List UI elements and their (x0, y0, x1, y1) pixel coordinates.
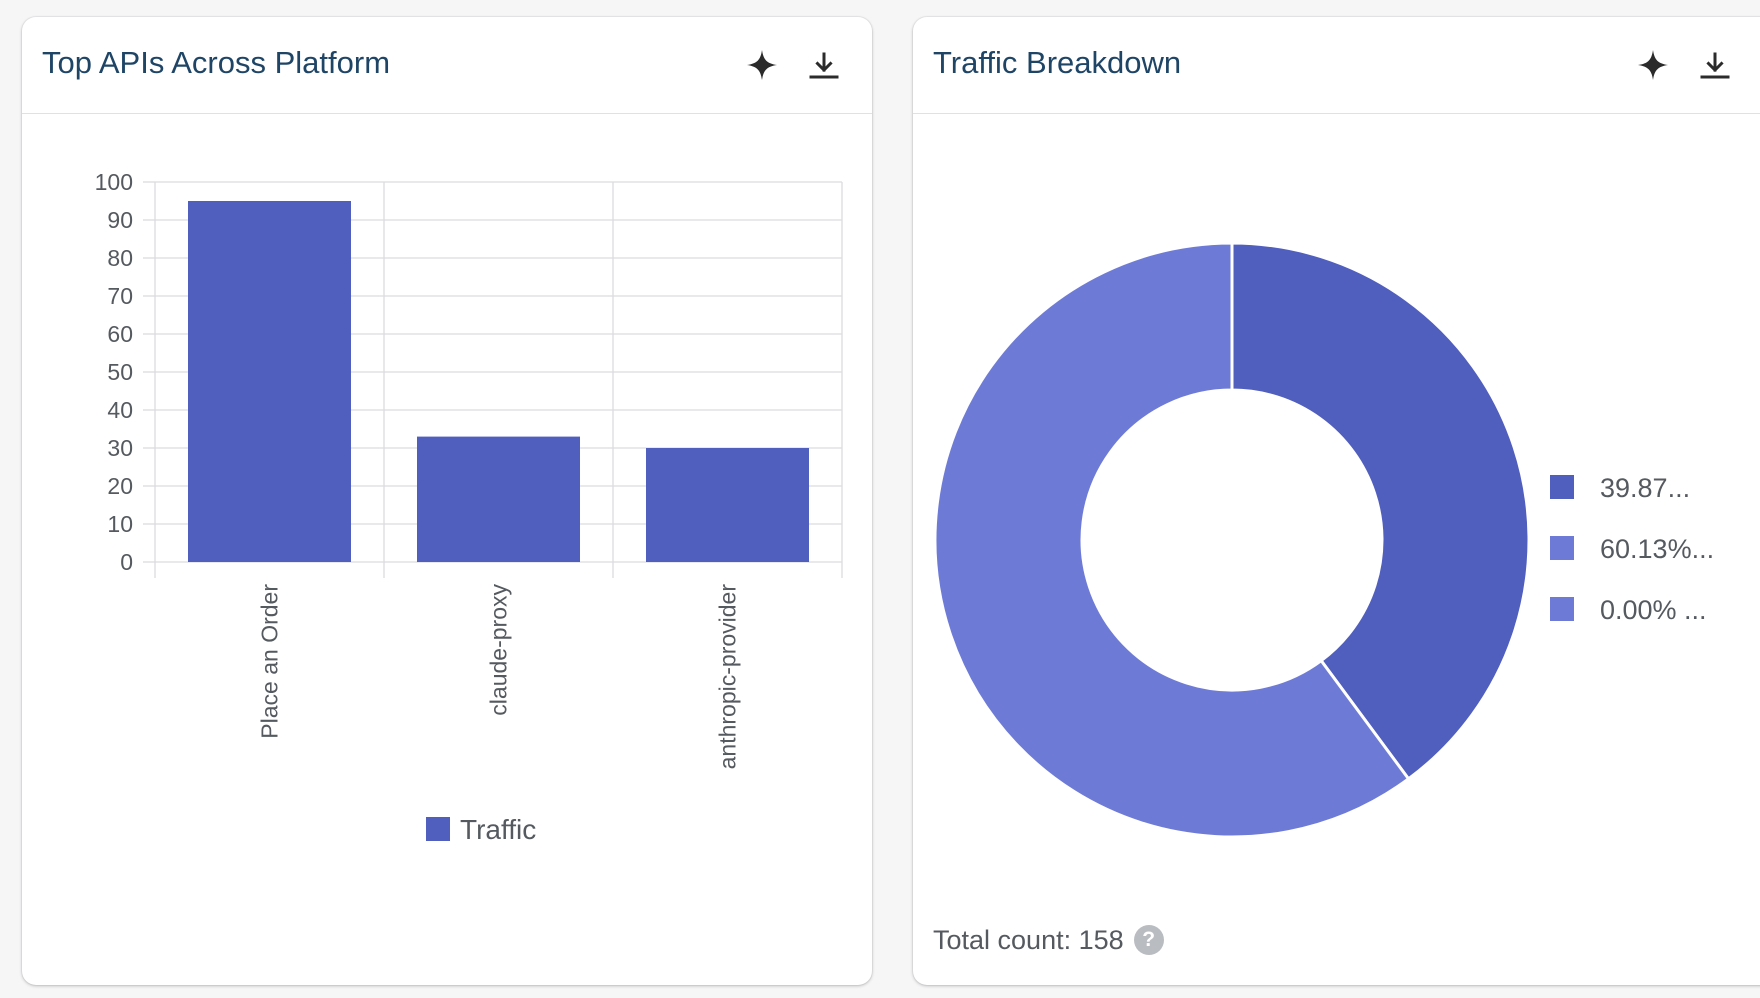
help-icon[interactable]: ? (1133, 924, 1164, 955)
legend-swatch (1550, 536, 1574, 560)
traffic-breakdown-card: Traffic Breakdown 39.87... 60.13%... 0.00%… (913, 17, 1760, 985)
total-count-label: Total count: 158 (933, 925, 1124, 955)
y-tick-label: 0 (120, 549, 133, 575)
bar (646, 448, 809, 562)
x-tick-label: anthropic-provider (715, 584, 741, 770)
download-icon[interactable] (806, 47, 842, 83)
top-apis-card: Top APIs Across Platform 0 10 20 30 40 50 60 70… (22, 17, 872, 985)
legend-label: 39.87... (1600, 473, 1690, 503)
y-tick-label: 60 (107, 321, 133, 347)
card-title: Traffic Breakdown (933, 45, 1182, 80)
bar-chart: 0 10 20 30 40 50 60 70 80 90 100 Place an Order clau… (95, 169, 843, 845)
bar (188, 201, 351, 562)
legend-swatch (1550, 475, 1574, 499)
y-tick-label: 100 (95, 169, 133, 195)
y-tick-label: 70 (107, 283, 133, 309)
download-icon[interactable] (1697, 47, 1733, 83)
card-header: Top APIs Across Platform (22, 17, 872, 114)
legend-label: Traffic (460, 814, 536, 845)
legend-label: 0.00% ... (1600, 595, 1707, 625)
donut-chart: 39.87... 60.13%... 0.00% ... (933, 241, 1714, 839)
y-tick-label: 40 (107, 397, 133, 423)
total-count: Total count: 158? (933, 924, 1164, 957)
donut-slice (933, 241, 1411, 839)
legend-swatch (1550, 597, 1574, 621)
y-tick-label: 90 (107, 207, 133, 233)
x-tick-label: Place an Order (257, 584, 283, 739)
sparkle-icon[interactable] (1635, 47, 1671, 83)
bar (417, 436, 580, 562)
card-title: Top APIs Across Platform (42, 45, 391, 80)
donut-slice (1230, 241, 1531, 781)
y-tick-label: 30 (107, 435, 133, 461)
legend-label: 60.13%... (1600, 534, 1714, 564)
y-tick-label: 20 (107, 473, 133, 499)
x-tick-label: claude-proxy (486, 584, 512, 716)
legend-swatch (426, 817, 450, 841)
sparkle-icon[interactable] (744, 47, 780, 83)
card-header: Traffic Breakdown (913, 17, 1760, 114)
y-tick-label: 80 (107, 245, 133, 271)
y-tick-label: 10 (107, 511, 133, 537)
y-tick-label: 50 (107, 359, 133, 385)
